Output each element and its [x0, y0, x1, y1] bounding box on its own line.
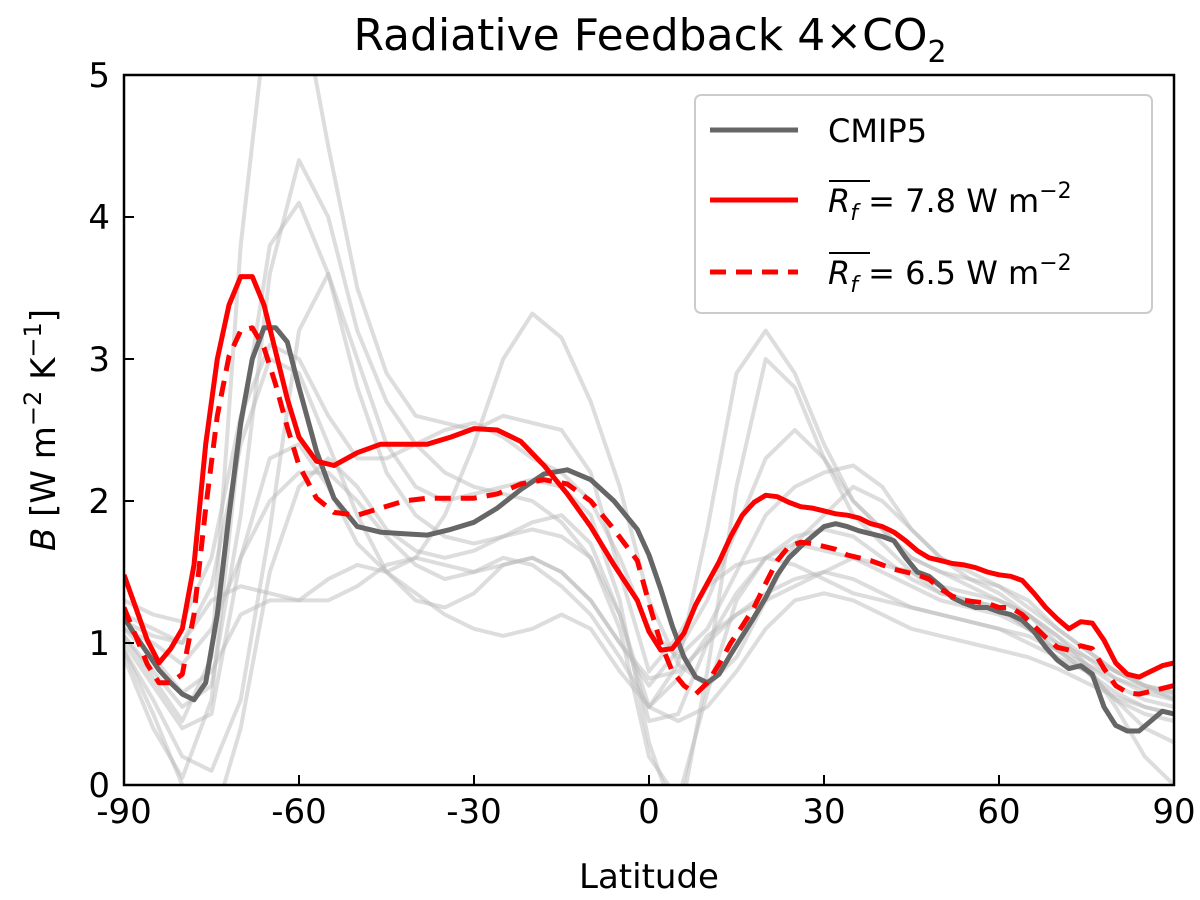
model-line-9: [124, 470, 1174, 724]
legend: CMIP5 Rf = 7.8 W m−2 Rf = 6.5 W m−2: [694, 94, 1153, 314]
y-axis: 0 1 2 3 4 5: [88, 56, 134, 806]
y-axis-label: B [W m−2 K−1]: [19, 309, 64, 551]
model-line-11: [124, 555, 1174, 699]
x-tick-label: 60: [977, 792, 1020, 832]
chart-title: Radiative Feedback 4×CO2: [353, 10, 946, 70]
model-line-4: [124, 311, 1174, 731]
x-axis: -90 -60 -30 0 30 60 90: [96, 775, 1196, 832]
legend-box: [694, 94, 1153, 314]
model-line-8: [124, 456, 1174, 785]
legend-label-rf-6-5: Rf = 6.5 W m−2: [828, 251, 1072, 298]
main-series: [124, 274, 1174, 734]
legend-label-cmip5: CMIP5: [828, 112, 927, 150]
rf-7-8-line: [124, 274, 1174, 680]
y-tick-label: 5: [88, 56, 110, 96]
rf-6-5-line: [124, 325, 1174, 697]
y-tick-label: 2: [88, 482, 110, 522]
y-tick-label: 1: [88, 624, 110, 664]
x-tick-label: -60: [271, 792, 327, 832]
y-tick-label: 3: [88, 340, 110, 380]
model-line-10: [124, 158, 1174, 785]
x-axis-label: Latitude: [579, 857, 719, 897]
y-tick-label: 4: [88, 198, 110, 238]
x-tick-label: 90: [1152, 792, 1195, 832]
x-tick-label: 30: [802, 792, 845, 832]
x-tick-label: 0: [638, 792, 660, 832]
legend-label-rf-7-8: Rf = 7.8 W m−2: [828, 179, 1072, 226]
x-tick-label: -30: [446, 792, 502, 832]
x-tick-label: -90: [96, 792, 152, 832]
y-tick-label: 0: [88, 766, 110, 806]
